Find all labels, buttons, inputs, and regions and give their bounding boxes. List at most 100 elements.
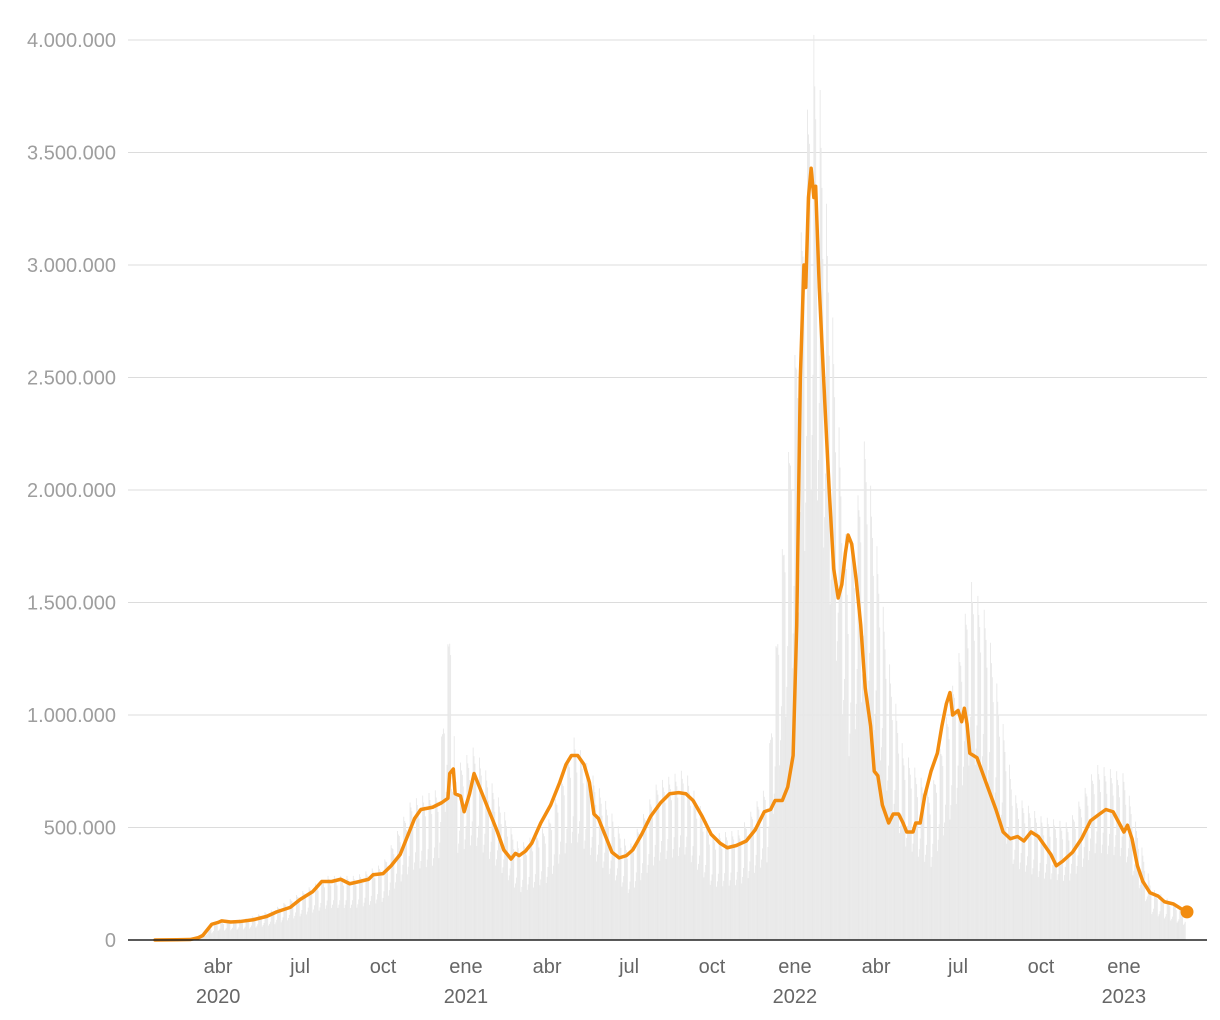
daily-bar bbox=[1146, 896, 1148, 940]
daily-bar bbox=[1114, 846, 1116, 940]
daily-bar bbox=[463, 849, 465, 940]
daily-bar bbox=[917, 856, 919, 940]
daily-bar bbox=[1026, 865, 1028, 940]
daily-bar bbox=[940, 754, 942, 940]
daily-bar bbox=[891, 720, 893, 940]
daily-bar bbox=[826, 256, 828, 940]
daily-bar bbox=[574, 749, 576, 940]
daily-bar bbox=[579, 750, 581, 940]
daily-bar bbox=[723, 880, 725, 940]
daily-bar bbox=[559, 854, 561, 940]
daily-bar bbox=[491, 783, 493, 940]
daily-bar bbox=[302, 891, 304, 940]
daily-bar bbox=[998, 714, 1000, 940]
daily-bar bbox=[861, 702, 863, 940]
daily-bar bbox=[406, 874, 408, 940]
daily-bar bbox=[860, 542, 862, 940]
daily-bar bbox=[439, 842, 441, 940]
daily-bar bbox=[612, 821, 614, 940]
daily-bar bbox=[265, 913, 267, 940]
daily-bar bbox=[1051, 873, 1053, 940]
daily-bar bbox=[603, 861, 605, 940]
daily-bar bbox=[675, 781, 677, 940]
daily-bar bbox=[222, 922, 224, 940]
daily-bar bbox=[709, 884, 711, 940]
daily-bar bbox=[624, 838, 626, 940]
y-tick-label: 1.000.000 bbox=[27, 705, 116, 727]
daily-bar bbox=[674, 773, 676, 940]
daily-bar bbox=[488, 800, 489, 940]
daily-bar bbox=[895, 703, 897, 940]
daily-bar bbox=[789, 463, 790, 940]
daily-bar bbox=[678, 856, 680, 940]
daily-bar bbox=[710, 880, 712, 940]
daily-bar bbox=[1173, 902, 1174, 940]
daily-bar bbox=[777, 644, 779, 940]
daily-bar bbox=[947, 726, 949, 940]
daily-bar bbox=[1101, 844, 1103, 940]
daily-bar bbox=[734, 847, 735, 940]
daily-bar bbox=[900, 814, 902, 940]
daily-bar bbox=[208, 929, 210, 940]
daily-bar bbox=[1063, 880, 1064, 940]
daily-bar bbox=[287, 918, 289, 940]
daily-bar bbox=[729, 880, 731, 940]
daily-bar bbox=[976, 725, 978, 940]
daily-bar bbox=[756, 801, 758, 940]
daily-bar bbox=[585, 829, 587, 940]
daily-bar bbox=[518, 853, 520, 940]
daily-bar bbox=[1022, 808, 1024, 940]
daily-bar bbox=[273, 913, 275, 940]
daily-bar bbox=[939, 748, 941, 940]
daily-bar bbox=[577, 842, 579, 940]
daily-bar bbox=[485, 770, 487, 940]
daily-bar bbox=[437, 811, 439, 940]
daily-bar bbox=[237, 928, 239, 940]
daily-bar bbox=[613, 826, 615, 940]
daily-bar bbox=[970, 716, 972, 940]
daily-bar bbox=[581, 768, 583, 940]
daily-bar bbox=[711, 874, 713, 940]
daily-bar bbox=[493, 799, 495, 940]
daily-bar bbox=[1178, 919, 1180, 940]
daily-bar bbox=[519, 859, 521, 940]
daily-bar bbox=[759, 818, 761, 940]
daily-bar bbox=[486, 780, 488, 940]
daily-value-bars bbox=[176, 34, 1186, 941]
daily-bar bbox=[278, 907, 279, 940]
daily-bar bbox=[858, 510, 860, 940]
daily-bar bbox=[359, 874, 361, 940]
daily-bar bbox=[744, 822, 745, 940]
daily-bar bbox=[982, 734, 984, 940]
daily-bar bbox=[336, 885, 338, 940]
daily-bar bbox=[721, 848, 723, 940]
x-tick-month-label: abr bbox=[862, 956, 891, 978]
daily-bar bbox=[392, 849, 394, 940]
daily-bar bbox=[587, 773, 589, 940]
daily-bar bbox=[623, 876, 625, 940]
daily-bar bbox=[341, 879, 343, 940]
daily-bar bbox=[267, 915, 269, 940]
daily-bar bbox=[551, 830, 553, 940]
daily-bar bbox=[363, 902, 365, 940]
x-tick-year-label: 2021 bbox=[444, 986, 489, 1008]
daily-bar bbox=[820, 147, 822, 940]
daily-bar bbox=[453, 736, 455, 940]
daily-bar bbox=[1082, 858, 1084, 940]
daily-bar bbox=[1164, 916, 1166, 940]
daily-bar bbox=[285, 904, 287, 940]
daily-bar bbox=[1160, 894, 1162, 940]
daily-bar bbox=[534, 881, 535, 940]
daily-bar bbox=[665, 859, 667, 940]
daily-bar bbox=[995, 777, 997, 940]
daily-bar bbox=[602, 867, 604, 940]
daily-bar bbox=[599, 797, 601, 940]
daily-bar bbox=[812, 374, 814, 941]
x-tick-month-label: ene bbox=[1107, 956, 1140, 978]
daily-bar bbox=[681, 778, 683, 940]
daily-bar bbox=[973, 640, 975, 940]
daily-bar bbox=[204, 933, 206, 940]
daily-bar bbox=[731, 831, 733, 940]
x-tick-month-label: jul bbox=[618, 956, 639, 978]
daily-bar bbox=[698, 855, 700, 940]
